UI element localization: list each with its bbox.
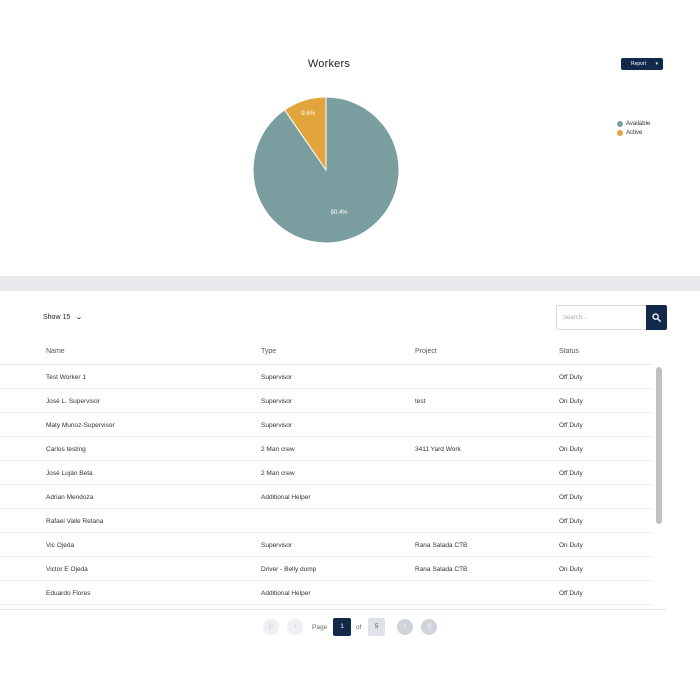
cell-status: Off Duty: [559, 374, 583, 381]
table-row[interactable]: Adrian Mendoza Additional Helper Off Duty: [0, 485, 652, 509]
table-bottom-border: [0, 609, 666, 610]
table-row[interactable]: José L. Supervisor Supervisor test On Duty: [0, 389, 652, 413]
chart-title: Workers: [307, 58, 351, 70]
pagination: |‹ ‹ Page 1 of 5 › ›|: [0, 618, 700, 638]
pie-slice-active[interactable]: [283, 96, 327, 172]
table-row[interactable]: Test Worker 1 Supervisor Off Duty: [0, 365, 652, 389]
cell-name: Vic Ojeda: [46, 542, 75, 549]
table-row[interactable]: Rafael Valle Retana Off Duty: [0, 509, 652, 533]
chevron-down-icon: ⌄: [75, 314, 84, 321]
workers-table-card: Show 15 ⌄ Name Type Project Status Test W…: [0, 291, 700, 700]
pie-data-label-available: 90.4%: [331, 210, 349, 216]
chevron-right-icon: ›: [403, 623, 407, 630]
cell-status: On Duty: [559, 398, 583, 405]
search-input[interactable]: [556, 305, 646, 330]
show-entries-label: Show 15: [43, 314, 71, 321]
report-button[interactable]: Report ▾: [621, 58, 663, 70]
chart-card: Workers Report ▾ 90.4% 9.6% Available Act…: [0, 0, 700, 276]
legend-label-active: Active: [626, 129, 643, 136]
caret-down-icon: ▾: [655, 61, 658, 67]
legend-item-available: Available: [617, 119, 650, 128]
cell-name: Maty Munoz-Supervisor: [46, 422, 115, 429]
column-header-status[interactable]: Status: [559, 348, 579, 355]
cell-status: On Duty: [559, 566, 583, 573]
cell-status: Off Duty: [559, 422, 583, 429]
pie-data-label-active: 9.6%: [301, 111, 315, 117]
column-header-project[interactable]: Project: [415, 348, 437, 355]
cell-status: On Duty: [559, 542, 583, 549]
current-page-input[interactable]: 1: [333, 618, 351, 636]
cell-status: On Duty: [559, 446, 583, 453]
legend-swatch-available: [617, 120, 623, 127]
show-entries-select[interactable]: Show 15 ⌄: [43, 313, 84, 321]
cell-name: José Luján Beta: [46, 470, 93, 477]
table-row[interactable]: Vic Ojeda Supervisor Rana Salada CTB On Dut…: [0, 533, 652, 557]
cell-project: Rana Salada CTB: [415, 542, 468, 549]
first-page-button[interactable]: |‹: [263, 619, 279, 635]
cell-type: Driver - Belly dump: [261, 566, 317, 573]
cell-type: Supervisor: [261, 542, 293, 549]
cell-name: Eduardo Flores: [46, 590, 91, 597]
last-page-icon: ›|: [426, 623, 432, 630]
scrollbar-thumb[interactable]: [656, 367, 662, 524]
next-page-button[interactable]: ›: [397, 619, 413, 635]
cell-name: José L. Supervisor: [46, 398, 100, 405]
cell-status: Off Duty: [559, 494, 583, 501]
table-row[interactable]: Eduardo Flores Additional Helper Off Duty: [0, 581, 652, 605]
table-row[interactable]: Carlos testing 2 Man crew 3411 Yard Work On…: [0, 437, 652, 461]
cell-type: Supervisor: [261, 374, 293, 381]
cell-name: Victor E Ojeda: [46, 566, 88, 573]
legend: Available Active: [617, 119, 650, 137]
legend-label-available: Available: [626, 120, 651, 127]
cell-type: Additional Helper: [261, 494, 311, 501]
of-label: of: [356, 624, 362, 631]
cell-project: test: [415, 398, 426, 405]
page-label: Page: [312, 624, 328, 631]
section-divider: [0, 276, 700, 291]
cell-project: 3411 Yard Work: [415, 446, 461, 453]
cell-name: Test Worker 1: [46, 374, 86, 381]
cell-status: Off Duty: [559, 470, 583, 477]
previous-page-button[interactable]: ‹: [287, 619, 303, 635]
column-header-name[interactable]: Name: [46, 348, 65, 355]
search-button[interactable]: [646, 305, 667, 330]
legend-item-active: Active: [617, 128, 650, 137]
cell-type: 2 Man crew: [261, 470, 295, 477]
pie-chart: 90.4% 9.6%: [252, 96, 400, 244]
cell-type: Additional Helper: [261, 590, 311, 597]
cell-name: Adrian Mendoza: [46, 494, 94, 501]
table-row[interactable]: José Luján Beta 2 Man crew Off Duty: [0, 461, 652, 485]
cell-type: Supervisor: [261, 422, 293, 429]
search-icon: [652, 313, 661, 322]
report-button-label: Report: [631, 61, 647, 67]
table-body: Test Worker 1 Supervisor Off Duty José L. S…: [0, 365, 652, 605]
first-page-icon: |‹: [268, 623, 274, 630]
cell-name: Rafael Valle Retana: [46, 518, 104, 525]
cell-status: Off Duty: [559, 590, 583, 597]
cell-status: Off Duty: [559, 518, 583, 525]
cell-type: Supervisor: [261, 398, 293, 405]
legend-swatch-active: [617, 129, 623, 136]
table-row[interactable]: Victor E Ojeda Driver - Belly dump Rana Sa…: [0, 557, 652, 581]
chevron-left-icon: ‹: [293, 623, 297, 630]
column-header-type[interactable]: Type: [261, 348, 277, 355]
cell-name: Carlos testing: [46, 446, 86, 453]
cell-type: 2 Man crew: [261, 446, 295, 453]
scrollbar[interactable]: [654, 365, 664, 609]
last-page-button[interactable]: ›|: [421, 619, 437, 635]
total-pages: 5: [368, 618, 385, 636]
table-header: Name Type Project Status: [0, 339, 652, 365]
table-row[interactable]: Maty Munoz-Supervisor Supervisor Off Duty: [0, 413, 652, 437]
cell-project: Rana Salada CTB: [415, 566, 468, 573]
